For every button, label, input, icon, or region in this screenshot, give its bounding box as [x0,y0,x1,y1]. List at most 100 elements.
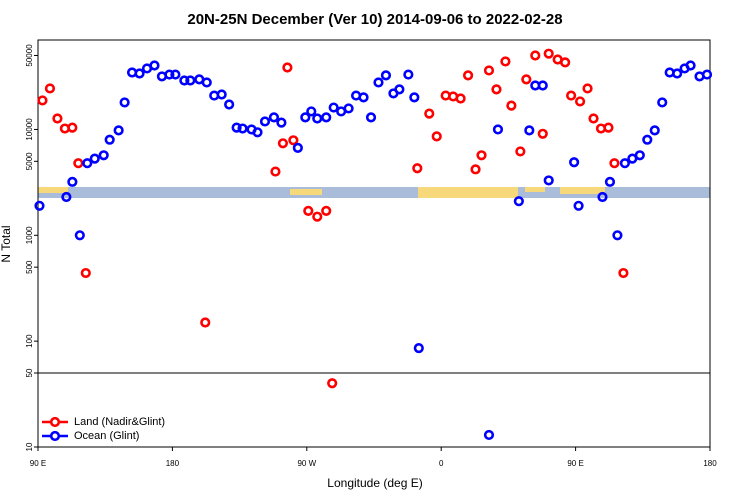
point [343,103,354,114]
point [582,83,593,94]
point [252,127,263,138]
point [672,68,683,79]
point [560,57,571,68]
point [394,84,405,95]
point [597,191,608,203]
point [179,75,190,86]
point [492,124,504,135]
point [612,230,623,241]
x-tick-label: 180 [703,459,717,468]
point [276,117,287,128]
point [282,62,293,73]
point [288,135,299,146]
point [649,125,660,136]
point [574,96,586,107]
point [327,378,338,389]
point [618,267,629,279]
point [609,158,620,169]
y-tick-label: 10 [25,442,34,451]
point [537,128,548,139]
point [573,200,584,211]
x-tick-label: 90 E [30,459,46,468]
point [300,112,311,123]
point [270,166,281,177]
point [373,77,384,88]
point [119,97,130,108]
point [292,142,303,153]
y-tick-label: 100 [25,334,34,348]
point [476,150,487,161]
y-tick-label: 5000 [25,152,34,170]
point [201,77,212,88]
point [603,122,614,133]
y-tick-label: 10000 [25,118,34,141]
point [73,158,84,169]
point [89,153,100,164]
y-tick-label: 50 [25,368,34,377]
point [149,60,160,71]
legend-marker [49,416,61,428]
legend-label: Ocean (Glint) [74,430,139,442]
point [44,83,56,94]
x-tick-label: 90 E [567,459,583,468]
point [82,158,93,169]
point [358,92,369,103]
point [685,60,696,71]
point [303,205,314,217]
x-tick-label: 180 [166,459,180,468]
point [634,150,645,161]
point [306,106,317,117]
point [312,113,323,124]
point [328,102,339,113]
point [409,92,420,103]
legend-label: Land (Nadir&Glint) [74,416,165,428]
point [34,200,45,211]
point [67,176,78,187]
point [321,112,332,123]
legend-marker [49,430,61,442]
point [98,150,109,161]
point [413,342,424,354]
x-axis-label: Longitude (deg E) [327,476,422,490]
point [200,317,211,328]
x-tick-label: 90 W [297,459,316,468]
point [80,267,91,279]
point [424,108,435,119]
point [380,70,392,81]
point [185,75,196,86]
map-strip [38,187,710,198]
point [530,50,541,61]
point [657,97,668,108]
point [164,69,175,80]
point [67,122,78,133]
point [365,112,377,123]
point [543,175,554,186]
point [462,70,474,81]
point [537,80,548,91]
point [37,95,48,106]
point [231,122,242,133]
point [277,138,289,149]
point [170,69,181,80]
point [543,48,554,59]
point [619,158,630,169]
point [515,146,526,157]
point [52,113,63,124]
point [431,131,442,142]
point [500,56,511,67]
point [104,134,115,145]
point [506,100,517,111]
point [259,116,271,127]
point [701,69,713,80]
point [604,176,616,187]
chart-title: 20N-25N December (Ver 10) 2014-09-06 to … [187,11,562,28]
point [455,93,466,104]
point [61,191,72,203]
y-tick-label: 50000 [25,44,34,67]
point [483,65,495,76]
y-tick-label: 1000 [25,226,34,244]
point [588,113,599,124]
point [513,196,524,207]
point [403,69,414,80]
